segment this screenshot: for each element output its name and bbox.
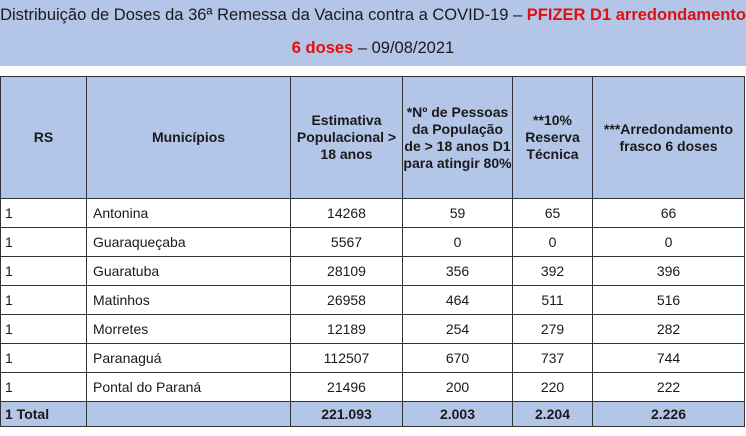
- cell-estimativa: 28109: [290, 256, 403, 286]
- title-line-1: Distribuição de Doses da 36ª Remessa da …: [0, 5, 746, 25]
- cell-reserva: 65: [512, 198, 593, 228]
- cell-arredondamento: 0: [592, 227, 745, 257]
- table-row: 1 Guaratuba 28109 356 392 396: [0, 256, 745, 286]
- cell-reserva: 392: [512, 256, 593, 286]
- cell-pessoas: 670: [402, 343, 513, 373]
- table-row: 1 Morretes 12189 254 279 282: [0, 314, 745, 344]
- col-header-municipios: Municípios: [86, 76, 291, 199]
- cell-rs: 1: [0, 343, 87, 373]
- cell-rs: 1: [0, 198, 87, 228]
- cell-rs: 1: [0, 372, 87, 402]
- col-header-rs: RS: [0, 76, 87, 199]
- cell-municipio: Pontal do Paraná: [86, 372, 291, 402]
- title-line-2: 6 doses – 09/08/2021: [0, 38, 746, 58]
- total-estimativa: 221.093: [290, 401, 403, 427]
- total-pessoas: 2.003: [402, 401, 513, 427]
- table-row: 1 Pontal do Paraná 21496 200 220 222: [0, 372, 745, 402]
- cell-pessoas: 464: [402, 285, 513, 315]
- cell-pessoas: 200: [402, 372, 513, 402]
- cell-rs: 1: [0, 285, 87, 315]
- cell-estimativa: 14268: [290, 198, 403, 228]
- doses-table-container: RS Municípios Estimativa Populacional > …: [0, 76, 746, 436]
- cell-municipio: Matinhos: [86, 285, 291, 315]
- title-main: Distribuição de Doses da 36ª Remessa da …: [0, 6, 527, 24]
- total-label: 1 Total: [0, 401, 87, 427]
- cell-arredondamento: 66: [592, 198, 745, 228]
- title-date: – 09/08/2021: [353, 39, 455, 57]
- total-row: 1 Total 221.093 2.003 2.204 2.226: [0, 401, 745, 427]
- cell-arredondamento: 396: [592, 256, 745, 286]
- col-header-estimativa: Estimativa Populacional > 18 anos: [290, 76, 403, 199]
- table-row: 1 Paranaguá 112507 670 737 744: [0, 343, 745, 373]
- cell-municipio: Antonina: [86, 198, 291, 228]
- cell-rs: 1: [0, 314, 87, 344]
- cell-arredondamento: 282: [592, 314, 745, 344]
- cell-estimativa: 5567: [290, 227, 403, 257]
- table-row: 1 Antonina 14268 59 65 66: [0, 198, 745, 228]
- title-highlight: PFIZER D1 arredondamento: [526, 6, 746, 24]
- col-header-arredondamento: ***Arredondamento frasco 6 doses: [592, 76, 745, 199]
- cell-municipio: Morretes: [86, 314, 291, 344]
- cell-pessoas: 254: [402, 314, 513, 344]
- cell-arredondamento: 516: [592, 285, 745, 315]
- total-municipio: [86, 401, 291, 427]
- cell-pessoas: 356: [402, 256, 513, 286]
- table-row: 1 Matinhos 26958 464 511 516: [0, 285, 745, 315]
- cell-municipio: Paranaguá: [86, 343, 291, 373]
- cell-reserva: 220: [512, 372, 593, 402]
- cell-arredondamento: 744: [592, 343, 745, 373]
- col-header-reserva: **10% Reserva Técnica: [512, 76, 593, 199]
- cell-municipio: Guaratuba: [86, 256, 291, 286]
- total-reserva: 2.204: [512, 401, 593, 427]
- table-row: 1 Guaraqueçaba 5567 0 0 0: [0, 227, 745, 257]
- cell-reserva: 511: [512, 285, 593, 315]
- cell-rs: 1: [0, 256, 87, 286]
- cell-reserva: 0: [512, 227, 593, 257]
- total-arredondamento: 2.226: [592, 401, 745, 427]
- doses-table: RS Municípios Estimativa Populacional > …: [0, 76, 745, 427]
- header-row: RS Municípios Estimativa Populacional > …: [0, 76, 745, 199]
- cell-estimativa: 12189: [290, 314, 403, 344]
- cell-reserva: 737: [512, 343, 593, 373]
- cell-estimativa: 26958: [290, 285, 403, 315]
- cell-municipio: Guaraqueçaba: [86, 227, 291, 257]
- cell-pessoas: 59: [402, 198, 513, 228]
- cell-pessoas: 0: [402, 227, 513, 257]
- cell-arredondamento: 222: [592, 372, 745, 402]
- col-header-pessoas-80: *Nº de Pessoas da População de > 18 anos…: [402, 76, 513, 199]
- title-banner: Distribuição de Doses da 36ª Remessa da …: [0, 0, 746, 66]
- cell-estimativa: 112507: [290, 343, 403, 373]
- cell-estimativa: 21496: [290, 372, 403, 402]
- cell-rs: 1: [0, 227, 87, 257]
- title-doses: 6 doses: [291, 39, 354, 57]
- cell-reserva: 279: [512, 314, 593, 344]
